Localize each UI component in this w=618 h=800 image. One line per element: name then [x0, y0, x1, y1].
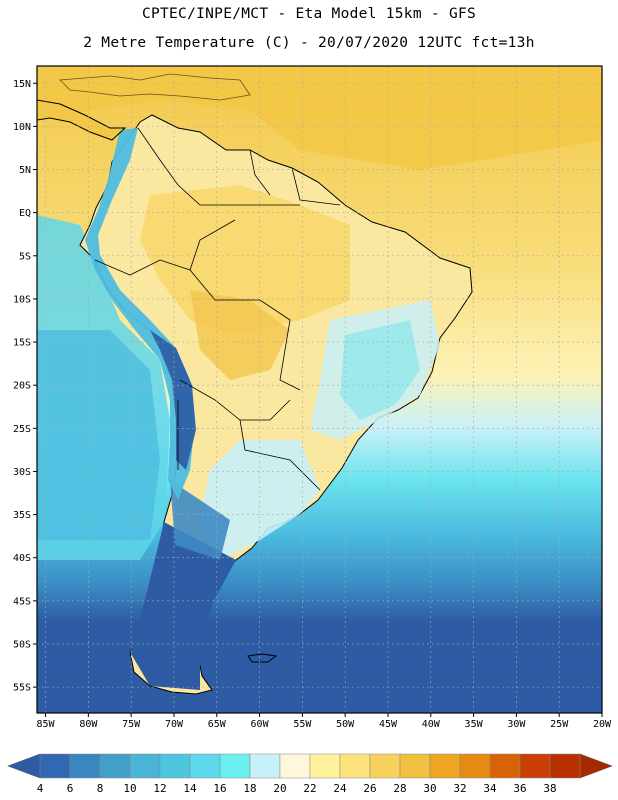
colorbar-label: 8 — [97, 782, 104, 795]
colorbar-label: 14 — [183, 782, 197, 795]
colorbar-swatch — [99, 753, 131, 779]
andes-cold-ridge — [85, 128, 195, 500]
colorbar-swatch — [519, 753, 551, 779]
colorbar-label: 32 — [453, 782, 466, 795]
colorbar-label: 12 — [153, 782, 166, 795]
map-title-line1: CPTEC/INPE/MCT - Eta Model 15km - GFS — [141, 6, 477, 22]
caribbean-warm-band — [37, 66, 602, 170]
lon-label: 65W — [208, 719, 227, 730]
minas-cool-region — [340, 320, 420, 420]
pampas-cool-region — [200, 440, 320, 560]
lat-label: 40S — [13, 553, 31, 564]
colorbar-high-arrow — [579, 753, 613, 779]
colorbar-label: 34 — [483, 782, 497, 795]
colorbar-swatch — [339, 753, 371, 779]
lon-label: 40W — [422, 719, 441, 730]
lon-label: 85W — [37, 719, 56, 730]
colorbar-label: 18 — [243, 782, 256, 795]
lon-label: 35W — [465, 719, 484, 730]
lat-label: 25S — [13, 424, 31, 435]
colorbar-label: 28 — [393, 782, 406, 795]
colorbar-swatch — [249, 753, 281, 779]
colorbar-swatch — [189, 753, 221, 779]
lat-label: 5N — [19, 165, 31, 176]
colorbar-label: 38 — [543, 782, 556, 795]
map-frame — [36, 65, 603, 714]
colorbar-low-arrow — [7, 753, 41, 779]
graticule — [37, 66, 603, 713]
colorbar-label: 6 — [67, 782, 74, 795]
lon-label: 80W — [79, 719, 98, 730]
latitude-axis: 15N 10N 5N EQ 5S 10S 15S 20S 25S 30S 35S 40S 45S 50S 5… — [13, 79, 37, 694]
lon-label: 70W — [165, 719, 184, 730]
caribbean-islands-outline — [59, 73, 251, 101]
lat-label: 55S — [13, 683, 31, 694]
lat-label: 45S — [13, 596, 31, 607]
lon-label: 45W — [379, 719, 398, 730]
central-america-land — [37, 99, 127, 141]
colorbar-label: 20 — [273, 782, 286, 795]
colorbar-swatch — [459, 753, 491, 779]
colorbar-label: 24 — [333, 782, 347, 795]
colorbar-swatch — [69, 753, 101, 779]
lon-label: 60W — [251, 719, 270, 730]
lat-label: 5S — [19, 251, 31, 262]
colorbar-swatch — [369, 753, 401, 779]
colorbar-swatch — [309, 753, 341, 779]
lat-label: 20S — [13, 381, 31, 392]
lon-label: 25W — [550, 719, 569, 730]
lat-label: 10S — [13, 294, 31, 305]
colorbar-swatch — [489, 753, 521, 779]
pacific-cold-band — [37, 330, 160, 540]
colorbar-label: 26 — [363, 782, 376, 795]
lat-label: 15S — [13, 338, 31, 349]
lon-label: 20W — [593, 719, 612, 730]
colorbar-label: 16 — [213, 782, 226, 795]
lat-label: 50S — [13, 639, 31, 650]
lat-label: 15N — [13, 79, 31, 90]
colorbar-label: 30 — [423, 782, 436, 795]
andes-altiplano-cold — [150, 330, 196, 470]
lat-label: 10N — [13, 122, 31, 133]
bolivia-warm-region — [190, 290, 290, 380]
colorbar-swatch — [159, 753, 191, 779]
lat-label: EQ — [19, 208, 31, 219]
colorbar-label: 4 — [37, 782, 44, 795]
lon-label: 50W — [336, 719, 355, 730]
lon-label: 75W — [122, 719, 141, 730]
longitude-axis: 85W 80W 75W 70W 65W 60W 55W 50W 45W 40W 35W 30W 25W 2… — [37, 713, 612, 730]
colorbar-label: 36 — [513, 782, 526, 795]
country-borders — [94, 127, 341, 491]
colorbar-label: 22 — [303, 782, 316, 795]
colorbar-swatch — [399, 753, 431, 779]
colorbar-swatch — [279, 753, 311, 779]
map-title-line2: 2 Metre Temperature (C) - 20/07/2020 12U… — [83, 35, 535, 51]
lon-label: 55W — [293, 719, 312, 730]
colorbar-swatch — [129, 753, 161, 779]
falkland-islands — [247, 653, 278, 663]
colorbar-swatch — [219, 753, 251, 779]
lat-label: 35S — [13, 510, 31, 521]
colorbar-swatch — [549, 753, 581, 779]
lon-label: 30W — [507, 719, 526, 730]
colorbar-label: 10 — [123, 782, 136, 795]
colorbar-swatch — [39, 753, 71, 779]
patagonia-cold-region — [130, 522, 236, 690]
north-patagonia-region — [170, 480, 230, 560]
lat-label: 30S — [13, 467, 31, 478]
map-field — [37, 66, 602, 713]
colorbar-swatch — [429, 753, 461, 779]
